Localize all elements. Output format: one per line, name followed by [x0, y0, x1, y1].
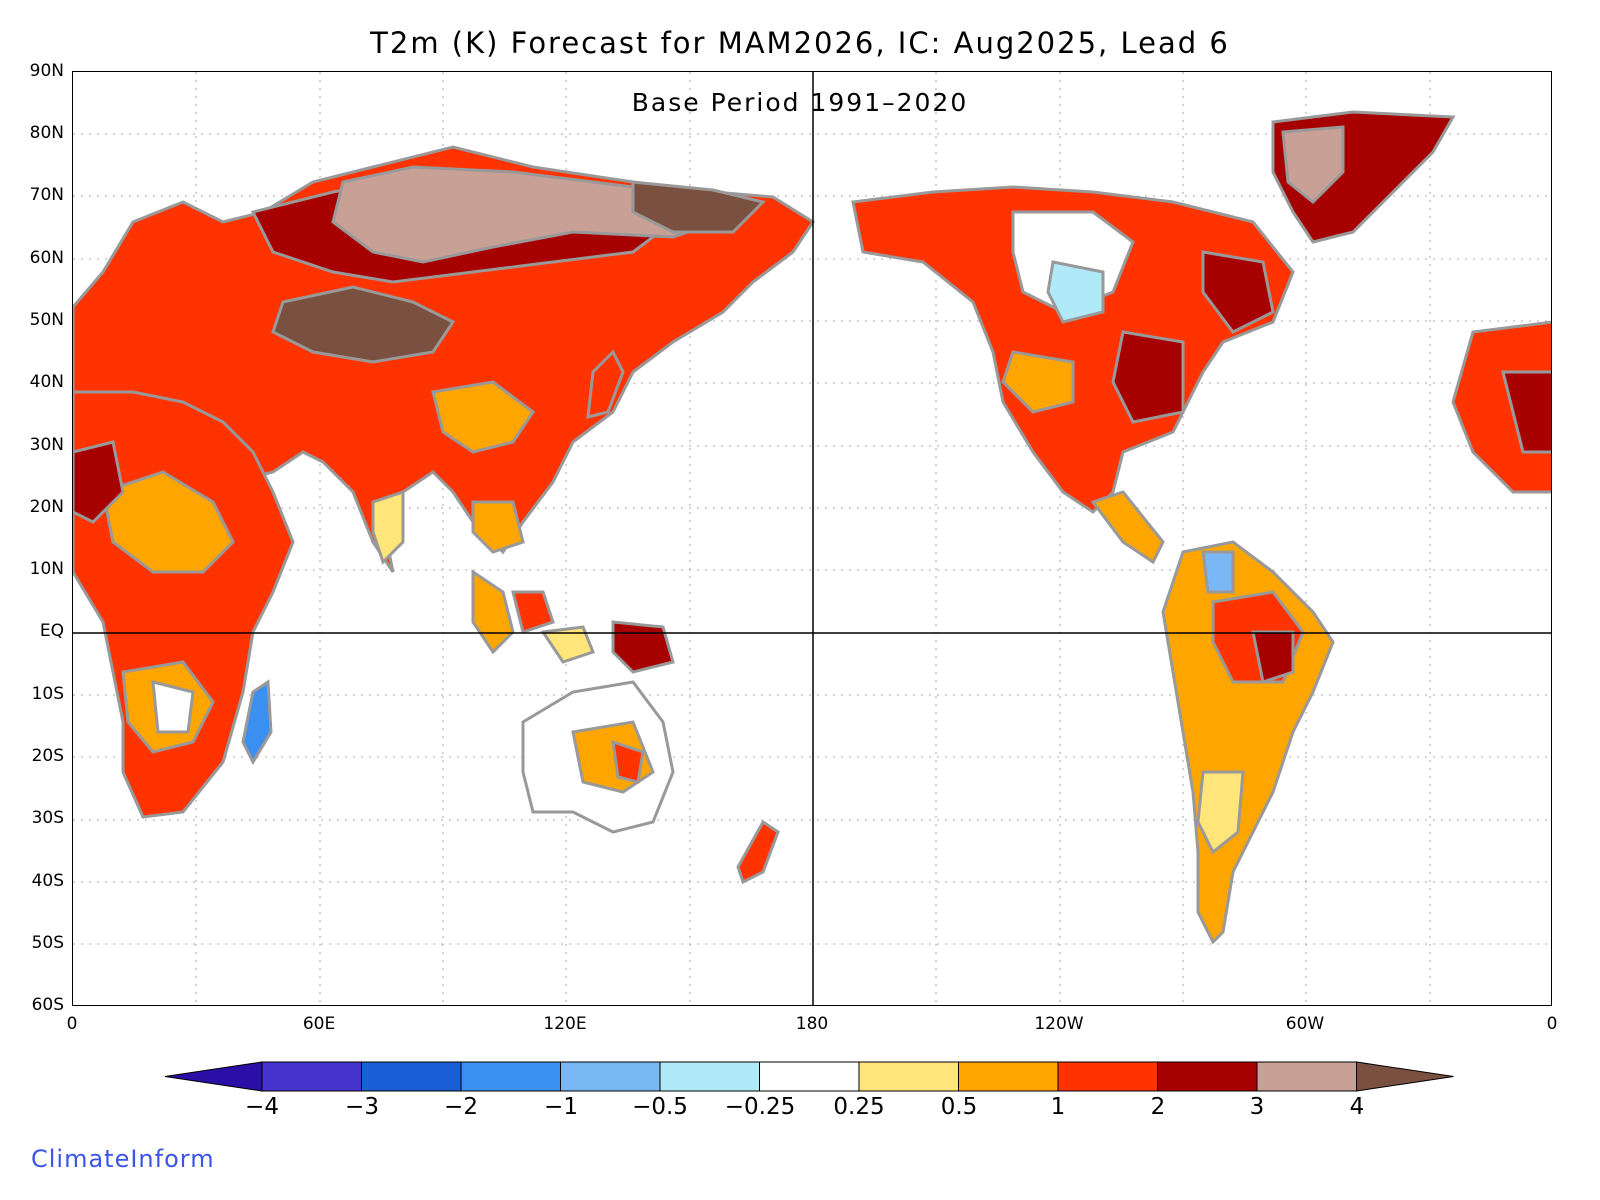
lat-label: 40N	[29, 372, 64, 392]
land-japan	[586, 349, 625, 419]
colorbar-tick-label: −1	[544, 1094, 578, 1120]
lat-label: 10N	[29, 559, 64, 579]
colorbar-tick-label: 0.25	[833, 1094, 885, 1120]
land-madagascar	[241, 679, 273, 766]
map-title: T2m (K) Forecast for MAM2026, IC: Aug202…	[370, 26, 1230, 60]
land-seasia	[471, 569, 675, 674]
colorbar-tick-label: −4	[245, 1094, 279, 1120]
lat-label: 60S	[31, 995, 64, 1015]
land-greenland	[1271, 110, 1456, 244]
lon-label: 60W	[1285, 1014, 1325, 1034]
colorbar-tick-label: 0.5	[940, 1094, 978, 1120]
colorbar-arrow-high	[1356, 1061, 1454, 1092]
lat-label: 40S	[31, 871, 64, 891]
anomaly-map	[73, 72, 1551, 1005]
colorbar-tick-label: 2	[1150, 1094, 1166, 1120]
colorbar-bin	[1256, 1061, 1357, 1092]
lat-label: 50N	[29, 310, 64, 330]
colorbar-bin	[858, 1061, 959, 1092]
lon-label: 120E	[543, 1014, 587, 1034]
colorbar-tick-label: 4	[1349, 1094, 1365, 1120]
colorbar-bin	[460, 1061, 561, 1092]
colorbar-bin	[361, 1061, 462, 1092]
lat-label: 10S	[31, 684, 64, 704]
land-south-america	[1161, 540, 1335, 945]
lon-label: 0	[66, 1014, 78, 1034]
colorbar-bin	[958, 1061, 1059, 1092]
land-new-zealand	[736, 819, 780, 885]
colorbar-bin	[560, 1061, 661, 1092]
lat-label: 20S	[31, 746, 64, 766]
land-africa	[73, 390, 295, 819]
lon-label: 60E	[302, 1014, 336, 1034]
colorbar-tick-label: −0.25	[724, 1094, 796, 1120]
land-north-america	[851, 185, 1295, 565]
land-east-atlantic-edge	[1451, 320, 1551, 494]
lat-label: 60N	[29, 248, 64, 268]
colorbar	[164, 1061, 1454, 1092]
brand-label: ClimateInform	[31, 1145, 215, 1173]
lat-label: 20N	[29, 497, 64, 517]
land-australia	[521, 680, 675, 834]
lon-label: 0	[1546, 1014, 1558, 1034]
lat-label: 90N	[29, 61, 64, 81]
colorbar-tick-label: −2	[444, 1094, 478, 1120]
colorbar-bin	[261, 1061, 362, 1092]
lat-label: 80N	[29, 123, 64, 143]
colorbar-tick-label: 1	[1050, 1094, 1066, 1120]
lon-label: 180	[795, 1014, 829, 1034]
colorbar-tick-label: 3	[1249, 1094, 1265, 1120]
lat-label: 30N	[29, 435, 64, 455]
lat-label: 30S	[31, 808, 64, 828]
lon-label: 120W	[1034, 1014, 1084, 1034]
base-period-label: Base Period 1991–2020	[631, 88, 969, 117]
map-frame	[72, 71, 1552, 1006]
colorbar-bin	[659, 1061, 760, 1092]
colorbar-bin	[1057, 1061, 1158, 1092]
colorbar-arrow-low	[164, 1061, 263, 1092]
colorbar-tick-label: −0.5	[632, 1094, 688, 1120]
lat-label: EQ	[39, 621, 64, 641]
lat-label: 50S	[31, 933, 64, 953]
colorbar-bin	[759, 1061, 860, 1092]
lat-label: 70N	[29, 185, 64, 205]
colorbar-bin	[1157, 1061, 1258, 1092]
colorbar-tick-label: −3	[345, 1094, 379, 1120]
